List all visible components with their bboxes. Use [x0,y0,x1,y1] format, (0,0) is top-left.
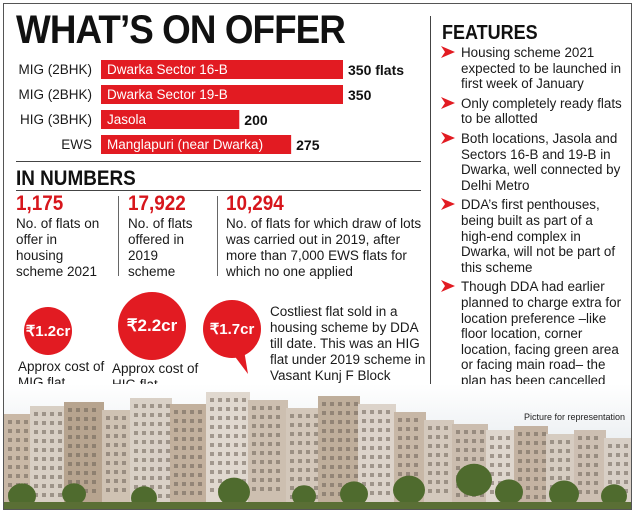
tree [62,483,86,505]
feature-text: Only completely ready flats to be allott… [461,95,622,127]
bar [101,60,343,79]
stat-desc: No. of flats offered in 2019 scheme [128,216,193,279]
bar-chart: MIG (2BHK) Dwarka Sector 16-B 350 flats MIG… [18,60,404,154]
tree [495,479,523,505]
feature-item: DDA’s first penthouses, being built as p… [441,197,626,275]
feature-text: Both locations, Jasola and Sectors 16-B … [461,130,621,193]
feature-item: Only completely ready flats to be allott… [441,96,626,127]
bar-value-label: 200 [244,112,268,128]
arrow-icon [441,46,455,58]
arrow-icon [441,131,455,144]
cost-badge-hig: ₹2.2cr [118,292,186,360]
stat-number: 1,175 [16,192,64,215]
bar-location-label: Dwarka Sector 19-B [107,87,228,102]
costliest-desc: Costliest flat sold in a housing scheme … [270,304,426,383]
column-separator [217,196,218,276]
feature-text: DDA’s first penthouses, being built as p… [461,197,616,275]
tree [549,480,579,508]
bar-location-label: Jasola [107,112,147,127]
feature-item: Both locations, Jasola and Sectors 16-B … [441,131,626,193]
feature-item: Housing scheme 2021 expected to be launc… [441,45,626,92]
section-divider [16,190,421,191]
stat-flats-2021: 1,175 No. of flats on offer in housing s… [16,193,104,280]
stat-number: 17,922 [128,192,186,215]
tree [393,475,425,505]
stat-flats-2019: 17,922 No. of flats offered in 2019 sche… [128,193,208,280]
bar-value-label: 350 [348,87,372,103]
bar-category-label: HIG (3BHK) [20,112,92,127]
infographic-title: WHAT’S ON OFFER [16,8,346,52]
cost-badge-costliest: ₹1.7cr [203,300,261,358]
feature-text: Housing scheme 2021 expected to be launc… [461,45,622,92]
feature-item: Though DDA had earlier planned to charge… [441,279,626,388]
tree [292,485,316,507]
column-separator [118,196,119,276]
bar [101,135,292,154]
arrow-icon [441,198,455,211]
infographic-frame: WHAT’S ON OFFER MIG (2BHK) Dwarka Sector … [3,3,632,510]
arrow-icon [441,96,455,109]
arrow-icon [441,280,455,293]
bar-category-label: EWS [61,137,92,152]
tree [456,463,492,497]
stat-draw-2019: 10,294 No. of flats for which draw of lo… [226,193,424,280]
bar-category-label: MIG (2BHK) [18,62,92,77]
callout-pointer [230,350,248,374]
features-list: Housing scheme 2021 expected to be launc… [441,45,626,392]
in-numbers-heading: IN NUMBERS [16,167,136,190]
photo-caption: Picture for representation [524,412,626,422]
tree [601,484,627,508]
bar-category-label: MIG (2BHK) [18,87,92,102]
bar [101,85,343,104]
stat-desc: No. of flats on offer in housing scheme … [16,216,100,279]
bar-value-label: 275 [296,137,320,153]
section-divider [16,161,421,162]
cost-badge-mig: ₹1.2cr [24,307,72,355]
stat-desc: No. of flats for which draw of lots was … [226,216,422,279]
feature-text: Though DDA had earlier planned to charge… [461,279,622,388]
features-heading: FEATURES [442,22,538,44]
tree [340,481,368,507]
bar-location-label: Dwarka Sector 16-B [107,62,228,77]
building [574,430,606,509]
stat-number: 10,294 [226,192,284,215]
tree [218,477,250,507]
bar [101,110,240,129]
bar-value-label: 350 flats [348,62,404,78]
column-divider [430,16,431,404]
bar-location-label: Manglapuri (near Dwarka) [107,137,263,152]
buildings-photo [4,384,631,509]
